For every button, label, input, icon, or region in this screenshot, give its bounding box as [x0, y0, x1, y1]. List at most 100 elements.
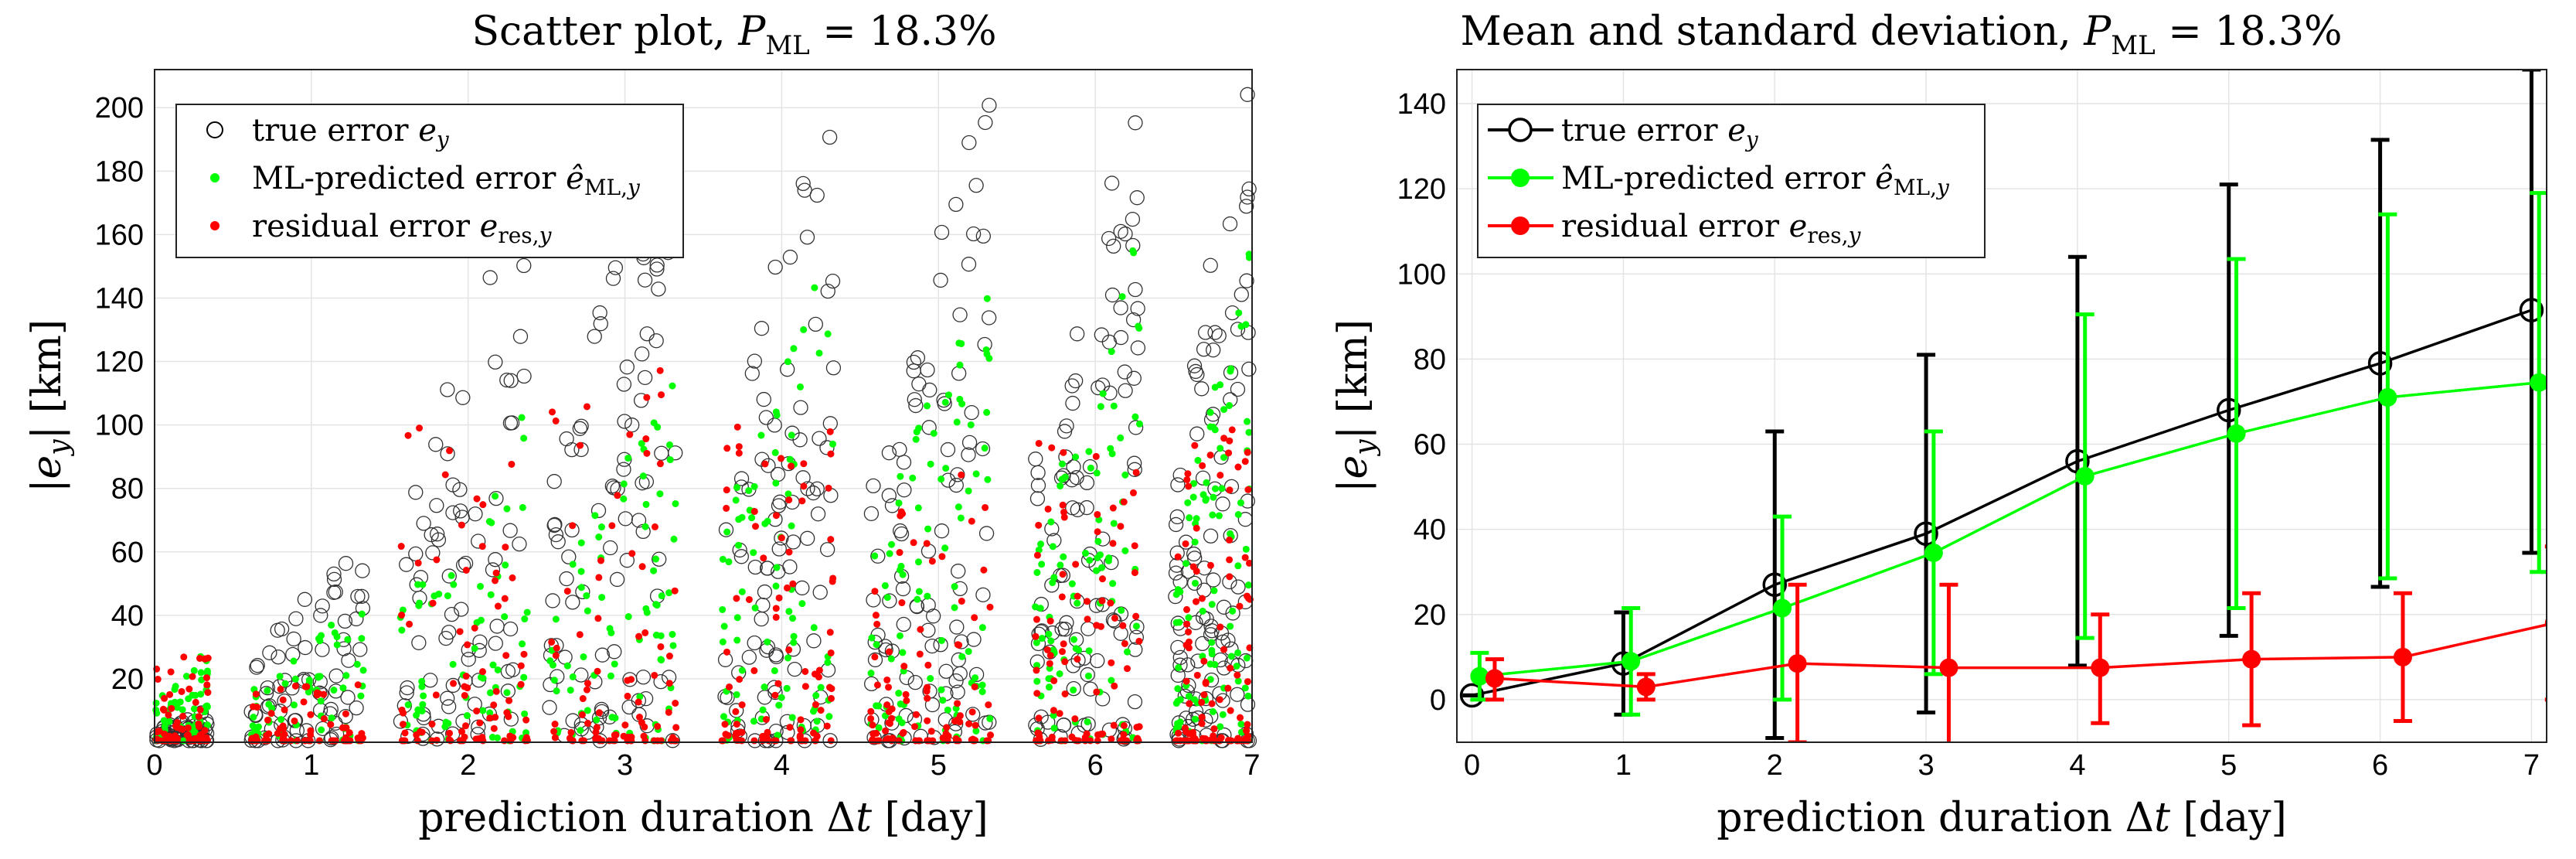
residual-error-point [882, 727, 890, 735]
ml-error-point [1233, 662, 1240, 670]
ml-error-point [171, 686, 179, 694]
ml-error-point [978, 681, 986, 689]
true-error-point [440, 446, 455, 462]
ml-error-point [788, 431, 795, 439]
true-error-point [668, 445, 683, 461]
ml-error-point [829, 440, 837, 448]
residual-error-point [889, 735, 897, 742]
ml-error-point [719, 605, 727, 613]
ml-error-point [1098, 564, 1106, 571]
residual-error-point [656, 366, 664, 374]
residual-error-point [1131, 569, 1138, 577]
true-error-point [1113, 300, 1128, 315]
true-error-point [774, 530, 789, 546]
residual-error-point [1074, 592, 1081, 600]
right-legend-label-true: true error ey [1561, 113, 1759, 152]
left-x-axis-label: prediction duration Δt [day] [418, 795, 989, 841]
true-error-point [822, 733, 838, 748]
ml-error-point [817, 683, 825, 691]
ml-error-point [883, 594, 891, 602]
mean-line [1479, 380, 2540, 678]
residual-error-point [1234, 671, 1241, 679]
true-error-point [1040, 714, 1056, 730]
residual-error-point [583, 403, 590, 411]
ml-error-point [179, 706, 186, 714]
true-error-point [757, 584, 773, 600]
residual-error-point [924, 683, 931, 691]
ml-error-point [738, 513, 746, 521]
residual-error-point [1081, 737, 1089, 745]
residual-error-point [471, 624, 478, 632]
ml-error-point [824, 330, 832, 338]
residual-error-point [1228, 426, 1236, 434]
residual-error-point [801, 683, 809, 690]
left-x-tick-label: 4 [774, 749, 790, 782]
ml-error-point [1227, 530, 1234, 537]
residual-error-point [1043, 646, 1051, 653]
residual-error-point [913, 711, 920, 718]
ml-error-point [790, 639, 798, 646]
residual-error-point [868, 737, 876, 745]
residual-error-point [279, 696, 287, 704]
residual-error-point [798, 737, 806, 745]
residual-error-point [980, 566, 988, 574]
residual-error-point [638, 563, 646, 571]
ml-error-point [1191, 538, 1199, 546]
ml-error-point [771, 448, 779, 456]
residual-error-point [1033, 666, 1040, 674]
residual-error-point [1244, 486, 1252, 493]
residual-error-point [986, 603, 994, 611]
residual-error-point [1110, 721, 1118, 729]
residual-error-point [1120, 721, 1128, 729]
ml-error-point [1084, 672, 1092, 680]
ml-error-point [1206, 423, 1214, 431]
residual-error-point [719, 737, 727, 745]
ml-error-point [1226, 402, 1234, 410]
true-error-point [1070, 326, 1085, 342]
residual-error-point [750, 507, 758, 515]
ml-error-point [1227, 622, 1234, 630]
mean-point [1485, 669, 1504, 688]
right-legend: true error ey ML-predicted error êML,y r… [1477, 104, 1986, 258]
residual-error-point [167, 668, 175, 676]
ml-error-point [182, 673, 190, 680]
true-error-point [499, 372, 515, 388]
ml-error-point [912, 435, 920, 443]
residual-error-point [291, 682, 299, 690]
residual-error-point [640, 732, 648, 740]
mean-line [1494, 623, 2547, 689]
ml-error-point [1093, 469, 1101, 477]
residual-error-point [1048, 444, 1056, 452]
residual-error-point [553, 644, 560, 652]
left-legend: true error ey ML-predicted error êML,y r… [175, 104, 684, 258]
ml-error-point [956, 395, 964, 403]
residual-error-point [873, 681, 881, 689]
true-error-point [819, 440, 835, 455]
true-error-point [453, 503, 468, 519]
residual-error-point [612, 731, 620, 738]
residual-error-point [166, 690, 174, 698]
residual-error-point [492, 577, 499, 585]
residual-error-point [898, 599, 906, 607]
residual-error-point [1174, 553, 1182, 561]
ml-error-point [897, 566, 904, 574]
residual-error-point [1033, 690, 1041, 697]
ml-error-point [176, 698, 184, 706]
residual-error-point [900, 663, 908, 670]
residual-error-point [1117, 523, 1125, 530]
residual-error-point [665, 680, 673, 687]
residual-error-point [910, 539, 917, 547]
ml-error-point [254, 723, 262, 731]
residual-error-point [1210, 725, 1218, 733]
residual-error-point [458, 728, 465, 735]
true-error-point [649, 261, 665, 277]
ml-error-point [198, 676, 206, 683]
ml-error-point [489, 661, 497, 669]
true-error-point [461, 652, 476, 667]
residual-error-point [345, 729, 353, 737]
residual-error-point [1084, 598, 1091, 605]
residual-error-point [342, 710, 349, 718]
true-error-point [1230, 687, 1245, 702]
true-error-point [250, 658, 265, 673]
